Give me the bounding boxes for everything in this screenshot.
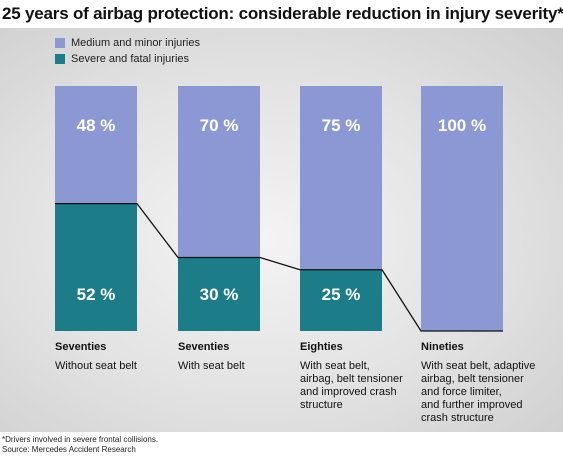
legend-label-medium: Medium and minor injuries <box>71 37 200 49</box>
category-name: Eighties <box>300 341 343 353</box>
bar-severe-fatal <box>55 203 137 331</box>
category-desc: With seat belt, adaptive airbag, belt te… <box>421 360 536 424</box>
category-label-3: Eighties With seat belt, airbag, belt te… <box>300 341 418 412</box>
legend-item-severe: Severe and fatal injuries <box>55 53 189 65</box>
category-label-4: Nineties With seat belt, adaptive airbag… <box>421 341 561 425</box>
category-label-1: Seventies Without seat belt <box>55 341 170 373</box>
category-desc: Without seat belt <box>55 360 137 372</box>
bar-chart: 48 % 52 % 70 % 30 % 75 % 25 % 100 % <box>55 86 503 332</box>
bar-label-severe-fatal: 30 % <box>200 285 239 304</box>
chart-title: 25 years of airbag protection: considera… <box>2 4 563 23</box>
bar-severe-fatal <box>300 269 382 331</box>
legend-swatch-severe <box>55 54 65 64</box>
legend-swatch-medium <box>55 38 65 48</box>
category-name: Seventies <box>178 341 230 353</box>
bar-label-medium-minor: 48 % <box>77 116 116 135</box>
bar-label-medium-minor: 75 % <box>322 116 361 135</box>
category-desc: With seat belt, airbag, belt tensioner a… <box>300 360 403 411</box>
category-name: Nineties <box>421 341 464 353</box>
footnote: *Drivers involved in severe frontal coll… <box>2 435 159 454</box>
bar-label-severe-fatal: 52 % <box>77 285 116 304</box>
bar-medium-minor <box>300 86 382 270</box>
bar-medium-minor <box>421 86 503 331</box>
chart-panel: Medium and minor injuries Severe and fat… <box>0 28 563 432</box>
bar-label-severe-fatal: 25 % <box>322 285 361 304</box>
bar-medium-minor <box>55 86 137 204</box>
category-label-2: Seventies With seat belt <box>178 341 293 373</box>
bar-severe-fatal <box>178 257 260 331</box>
category-desc: With seat belt <box>178 360 245 372</box>
bar-label-medium-minor: 70 % <box>200 116 239 135</box>
category-name: Seventies <box>55 341 107 353</box>
legend-label-severe: Severe and fatal injuries <box>71 53 190 65</box>
bar-medium-minor <box>178 86 260 258</box>
legend-item-medium: Medium and minor injuries <box>55 37 200 49</box>
bar-label-medium-minor: 100 % <box>438 116 486 135</box>
trend-connector-line <box>55 202 503 332</box>
